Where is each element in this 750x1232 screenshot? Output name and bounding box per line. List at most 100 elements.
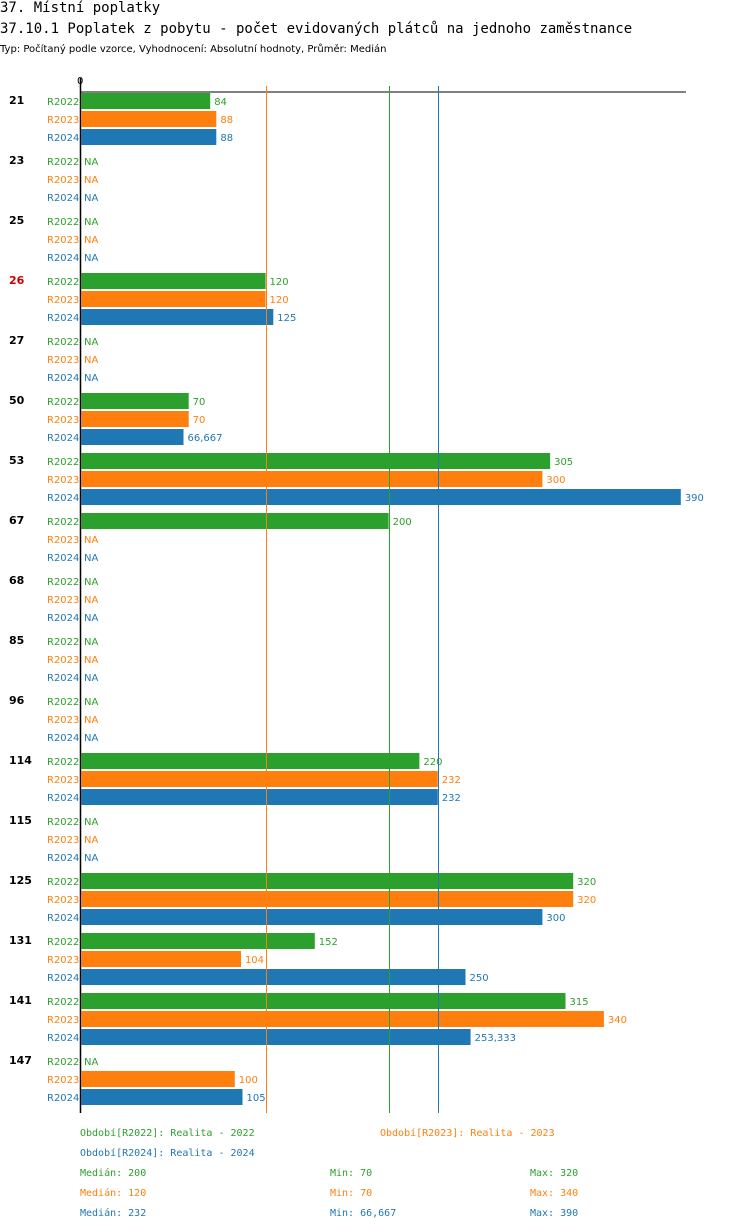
series-label: R2022 (47, 637, 79, 648)
series-label: R2022 (47, 277, 79, 288)
series-label: R2023 (47, 655, 79, 666)
series-label: R2024 (47, 913, 79, 924)
series-label: R2022 (47, 937, 79, 948)
na-label: NA (84, 577, 98, 588)
series-label: R2023 (47, 595, 79, 606)
stat-min-r2022: Min: 70 (330, 1168, 373, 1179)
series-label: R2024 (47, 613, 79, 624)
series-label: R2022 (47, 457, 79, 468)
category-label: 115 (9, 814, 32, 827)
category-label: 131 (9, 934, 32, 947)
bar (81, 273, 266, 289)
na-label: NA (84, 235, 98, 246)
bar (81, 873, 574, 889)
na-label: NA (84, 535, 98, 546)
section-title: 37. Místní poplatky (0, 0, 161, 16)
bar (81, 891, 574, 907)
series-label: R2022 (47, 1057, 79, 1068)
series-label: R2024 (47, 193, 79, 204)
bar (81, 771, 438, 787)
chart-title: 37.10.1 Poplatek z pobytu - počet evidov… (0, 21, 633, 37)
category-label: 21 (9, 94, 24, 107)
bar (81, 489, 681, 505)
series-label: R2022 (47, 97, 79, 108)
bar (81, 393, 189, 409)
series-label: R2024 (47, 673, 79, 684)
category-label: 50 (9, 394, 25, 407)
series-label: R2022 (47, 397, 79, 408)
bar (81, 909, 543, 925)
bar-chart: 0 21 R2022 84 R2023 88 R2024 88 23 R2022 NA R2023 NA… (9, 76, 704, 1113)
na-label: NA (84, 673, 98, 684)
data-label: 200 (393, 517, 412, 528)
series-label: R2022 (47, 757, 79, 768)
data-label: 70 (193, 415, 206, 426)
series-label: R2023 (47, 715, 79, 726)
series-label: R2023 (47, 235, 79, 246)
chart-subtitle: Typ: Počítaný podle vzorce, Vyhodnocení:… (0, 44, 387, 55)
stat-max-r2023: Max: 340 (530, 1188, 579, 1199)
series-label: R2024 (47, 253, 79, 264)
series-label: R2023 (47, 115, 79, 126)
category-label: 114 (9, 754, 32, 767)
data-label: 390 (685, 493, 704, 504)
na-label: NA (84, 175, 98, 186)
series-label: R2023 (47, 1015, 79, 1026)
category-label: 68 (9, 574, 24, 587)
axis-zero-label: 0 (77, 76, 83, 87)
na-label: NA (84, 1057, 98, 1068)
na-label: NA (84, 373, 98, 384)
na-label: NA (84, 637, 98, 648)
data-label: 100 (239, 1075, 258, 1086)
stat-max-r2022: Max: 320 (530, 1168, 579, 1179)
na-label: NA (84, 853, 98, 864)
bar (81, 309, 274, 325)
legend-r2023: Období[R2023]: Realita - 2023 (380, 1128, 555, 1139)
series-label: R2024 (47, 493, 79, 504)
na-label: NA (84, 595, 98, 606)
series-label: R2022 (47, 337, 79, 348)
data-label: 70 (193, 397, 206, 408)
na-label: NA (84, 835, 98, 846)
series-label: R2024 (47, 133, 79, 144)
category-label: 67 (9, 514, 24, 527)
bar (81, 471, 543, 487)
stat-min-r2024: Min: 66,667 (330, 1208, 397, 1219)
series-label: R2023 (47, 775, 79, 786)
bar (81, 291, 266, 307)
series-label: R2022 (47, 577, 79, 588)
series-label: R2024 (47, 973, 79, 984)
series-label: R2023 (47, 355, 79, 366)
category-label: 141 (9, 994, 32, 1007)
bar (81, 1089, 243, 1105)
na-label: NA (84, 253, 98, 264)
bar (81, 429, 184, 445)
legend-r2024: Období[R2024]: Realita - 2024 (80, 1148, 255, 1159)
data-label: 84 (214, 97, 227, 108)
data-label: 105 (246, 1093, 265, 1104)
bar (81, 789, 438, 805)
legend-r2022: Období[R2022]: Realita - 2022 (80, 1128, 255, 1139)
data-label: 320 (577, 877, 596, 888)
series-label: R2024 (47, 1033, 79, 1044)
series-label: R2023 (47, 295, 79, 306)
na-label: NA (84, 655, 98, 666)
bar (81, 411, 189, 427)
category-label: 27 (9, 334, 24, 347)
series-label: R2022 (47, 517, 79, 528)
series-label: R2022 (47, 697, 79, 708)
na-label: NA (84, 697, 98, 708)
data-label: 66,667 (188, 433, 223, 444)
series-label: R2023 (47, 415, 79, 426)
bar (81, 969, 466, 985)
na-label: NA (84, 355, 98, 366)
category-label: 23 (9, 154, 24, 167)
series-label: R2024 (47, 733, 79, 744)
series-label: R2022 (47, 157, 79, 168)
series-label: R2023 (47, 835, 79, 846)
data-label: 305 (554, 457, 573, 468)
series-label: R2024 (47, 373, 79, 384)
data-label: 300 (546, 913, 565, 924)
series-label: R2023 (47, 895, 79, 906)
bar (81, 933, 315, 949)
